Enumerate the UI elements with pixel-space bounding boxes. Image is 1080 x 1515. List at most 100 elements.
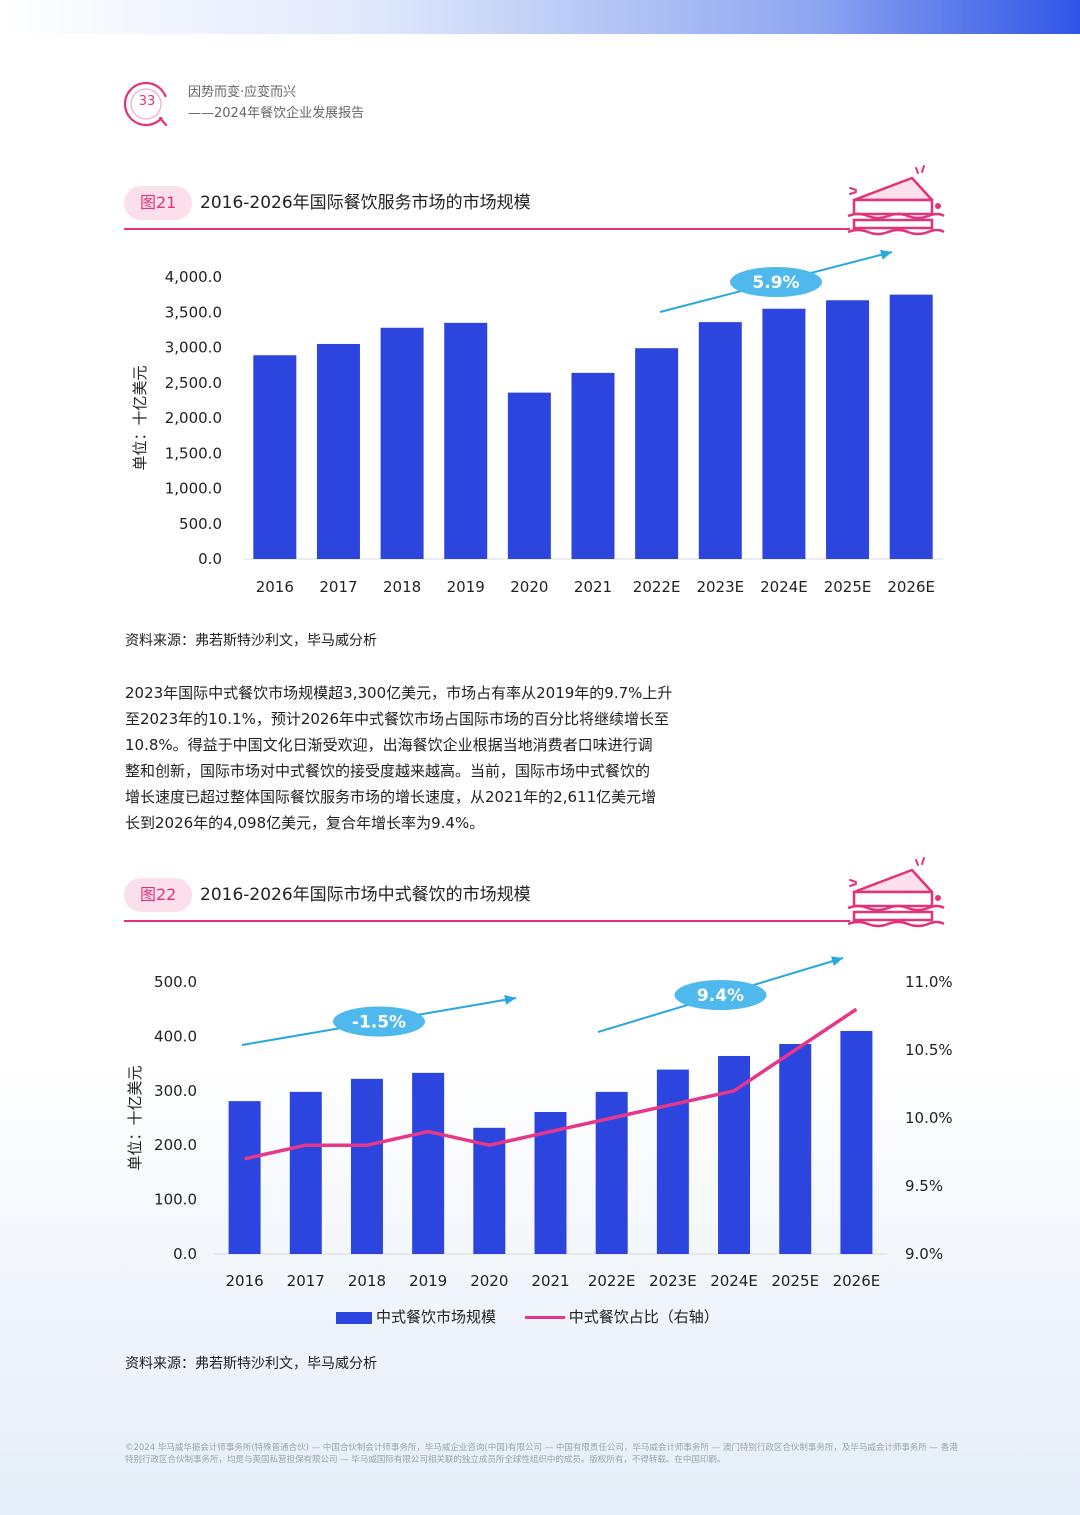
cagr-annotation-label: 5.9% — [752, 273, 799, 293]
paragraph-line: 2023年国际中式餐饮市场规模超3,300亿美元，市场占有率从2019年的9.7… — [125, 684, 673, 702]
cagr-annotation-left-arrow-head — [504, 994, 516, 1005]
y-tick-label: 3,500.0 — [165, 303, 222, 321]
figure22-header: 图22 2016-2026年国际市场中式餐饮的市场规模 — [124, 857, 945, 928]
report-header-line2: ——2024年餐饮企业发展报告 — [188, 106, 365, 121]
paragraph-line: 增长速度已超过整体国际餐饮服务市场的增长速度，从2021年的2,611亿美元增 — [125, 788, 657, 806]
paragraph-line: 整和创新，国际市场对中式餐饮的接受度越来越高。当前，国际市场中式餐饮的 — [125, 762, 651, 780]
bar — [380, 327, 424, 559]
figure22-tag: 图22 — [124, 878, 193, 912]
bar — [253, 355, 297, 559]
x-tick-label: 2025E — [771, 1272, 819, 1290]
cagr-annotation-right-label: 9.4% — [697, 986, 744, 1006]
legend-bar-swatch — [336, 1311, 372, 1324]
cake-slice-icon — [847, 165, 945, 236]
bar — [350, 1078, 383, 1254]
y-tick-label: 2,000.0 — [165, 409, 222, 427]
x-tick-label: 2018 — [348, 1272, 386, 1290]
cagr-annotation-left-label: -1.5% — [352, 1013, 406, 1033]
x-tick-label: 2023E — [696, 578, 744, 596]
x-tick-label: 2023E — [649, 1272, 697, 1290]
x-tick-label: 2024E — [760, 578, 808, 596]
legend-line-label: 中式餐饮占比（右轴） — [568, 1308, 719, 1326]
y-tick-label: 2,500.0 — [165, 374, 222, 392]
figure22-divider — [124, 920, 850, 922]
cagr-annotation-right-badge — [674, 980, 767, 1010]
chart-international-catering-market: 0.0 500.0 1,000.0 1,500.0 2,000.0 2,500.0 3,00… — [131, 249, 943, 596]
x-tick-label: 2026E — [833, 1272, 881, 1290]
share-line-series — [244, 1007, 858, 1161]
y-left-tick-label: 300.0 — [154, 1082, 197, 1100]
figure22-source: 资料来源：弗若斯特沙利文，毕马威分析 — [125, 1356, 377, 1372]
cagr-annotation-right-arrow-head — [831, 956, 843, 966]
bar — [289, 1091, 322, 1254]
body-paragraph: 2023年国际中式餐饮市场规模超3,300亿美元，市场占有率从2019年的9.7… — [125, 680, 725, 836]
legend-bar-label: 中式餐饮市场规模 — [376, 1308, 497, 1326]
figure21-title: 2016-2026年国际餐饮服务市场的市场规模 — [200, 193, 531, 213]
x-tick-label: 2022E — [633, 578, 681, 596]
y-tick-label: 1,500.0 — [165, 444, 222, 462]
page-number-badge-icon — [123, 81, 169, 127]
y-right-tick-label: 9.5% — [905, 1177, 943, 1195]
y-left-tick-label: 400.0 — [154, 1027, 197, 1045]
y-left-tick-label: 0.0 — [173, 1245, 197, 1263]
page-number: 33 — [138, 94, 156, 109]
y-tick-label: 3,000.0 — [165, 339, 222, 357]
x-tick-label: 2024E — [710, 1272, 758, 1290]
x-tick-label: 2026E — [887, 578, 935, 596]
bar — [840, 1030, 873, 1254]
figure21-source: 资料来源：弗若斯特沙利文，毕马威分析 — [125, 633, 377, 649]
y-tick-label: 500.0 — [179, 515, 222, 533]
chart-chinese-catering-international-market: 0.0 100.0 200.0 300.0 400.0 500.0 9.0% 9.5% 10.0… — [126, 956, 953, 1290]
legend-item-bar: 中式餐饮市场规模 — [336, 1306, 496, 1327]
y-axis-label: 单位：十亿美元 — [131, 365, 149, 470]
cake-slice-icon — [847, 857, 945, 928]
bar — [826, 300, 870, 559]
bar — [444, 322, 488, 559]
y-right-tick-label: 9.0% — [905, 1245, 943, 1263]
bar — [762, 308, 806, 559]
bar — [889, 294, 933, 559]
y-left-tick-label: 200.0 — [154, 1136, 197, 1154]
chart2-legend: 中式餐饮市场规模 中式餐饮占比（右轴） — [336, 1306, 743, 1330]
legend-line-swatch — [524, 1316, 565, 1319]
bar — [656, 1069, 689, 1254]
figure22-title: 2016-2026年国际市场中式餐饮的市场规模 — [200, 885, 531, 905]
bar — [698, 322, 742, 559]
y-right-tick-label: 11.0% — [905, 973, 953, 991]
y-tick-label: 4,000.0 — [165, 268, 222, 286]
cagr-annotation-badge — [730, 267, 822, 297]
bar — [507, 392, 551, 559]
paragraph-line: 10.8%。得益于中国文化日渐受欢迎，出海餐饮企业根据当地消费者口味进行调 — [125, 736, 653, 754]
x-tick-label: 2019 — [447, 578, 485, 596]
x-tick-label: 2020 — [470, 1272, 508, 1290]
bar — [718, 1055, 751, 1254]
legend-item-line: 中式餐饮占比（右轴） — [524, 1306, 719, 1327]
x-tick-label: 2017 — [319, 578, 357, 596]
top-gradient-bar — [0, 0, 1080, 34]
y-right-tick-label: 10.0% — [905, 1109, 953, 1127]
x-tick-label: 2016 — [225, 1272, 263, 1290]
x-tick-label: 2019 — [409, 1272, 447, 1290]
x-tick-label: 2018 — [383, 578, 421, 596]
paragraph-line: 至2023年的10.1%，预计2026年中式餐饮市场占国际市场的百分比将继续增长… — [125, 710, 670, 728]
bar — [635, 348, 679, 559]
x-tick-label: 2021 — [574, 578, 612, 596]
bar — [571, 372, 615, 559]
figure21-tag: 图21 — [124, 186, 193, 220]
report-header-line1: 因势而变·应变而兴 — [188, 85, 297, 100]
y-tick-label: 0.0 — [198, 550, 222, 568]
x-tick-label: 2025E — [824, 578, 872, 596]
x-tick-label: 2017 — [287, 1272, 325, 1290]
x-tick-label: 2021 — [531, 1272, 569, 1290]
y-left-tick-label: 500.0 — [154, 973, 197, 991]
x-tick-label: 2020 — [510, 578, 548, 596]
y-axis-label: 单位：十亿美元 — [126, 1065, 144, 1170]
y-tick-label: 1,000.0 — [165, 480, 222, 498]
bar — [412, 1072, 445, 1254]
footer-copyright: ©2024 毕马威华振会计师事务所(特殊普通合伙) — 中国合伙制会计师事务所，… — [125, 1443, 958, 1465]
y-right-tick-label: 10.5% — [905, 1041, 953, 1059]
bar — [316, 343, 360, 559]
bar — [228, 1101, 261, 1254]
bar — [473, 1127, 506, 1254]
figure21-header: 图21 2016-2026年国际餐饮服务市场的市场规模 — [124, 165, 945, 236]
